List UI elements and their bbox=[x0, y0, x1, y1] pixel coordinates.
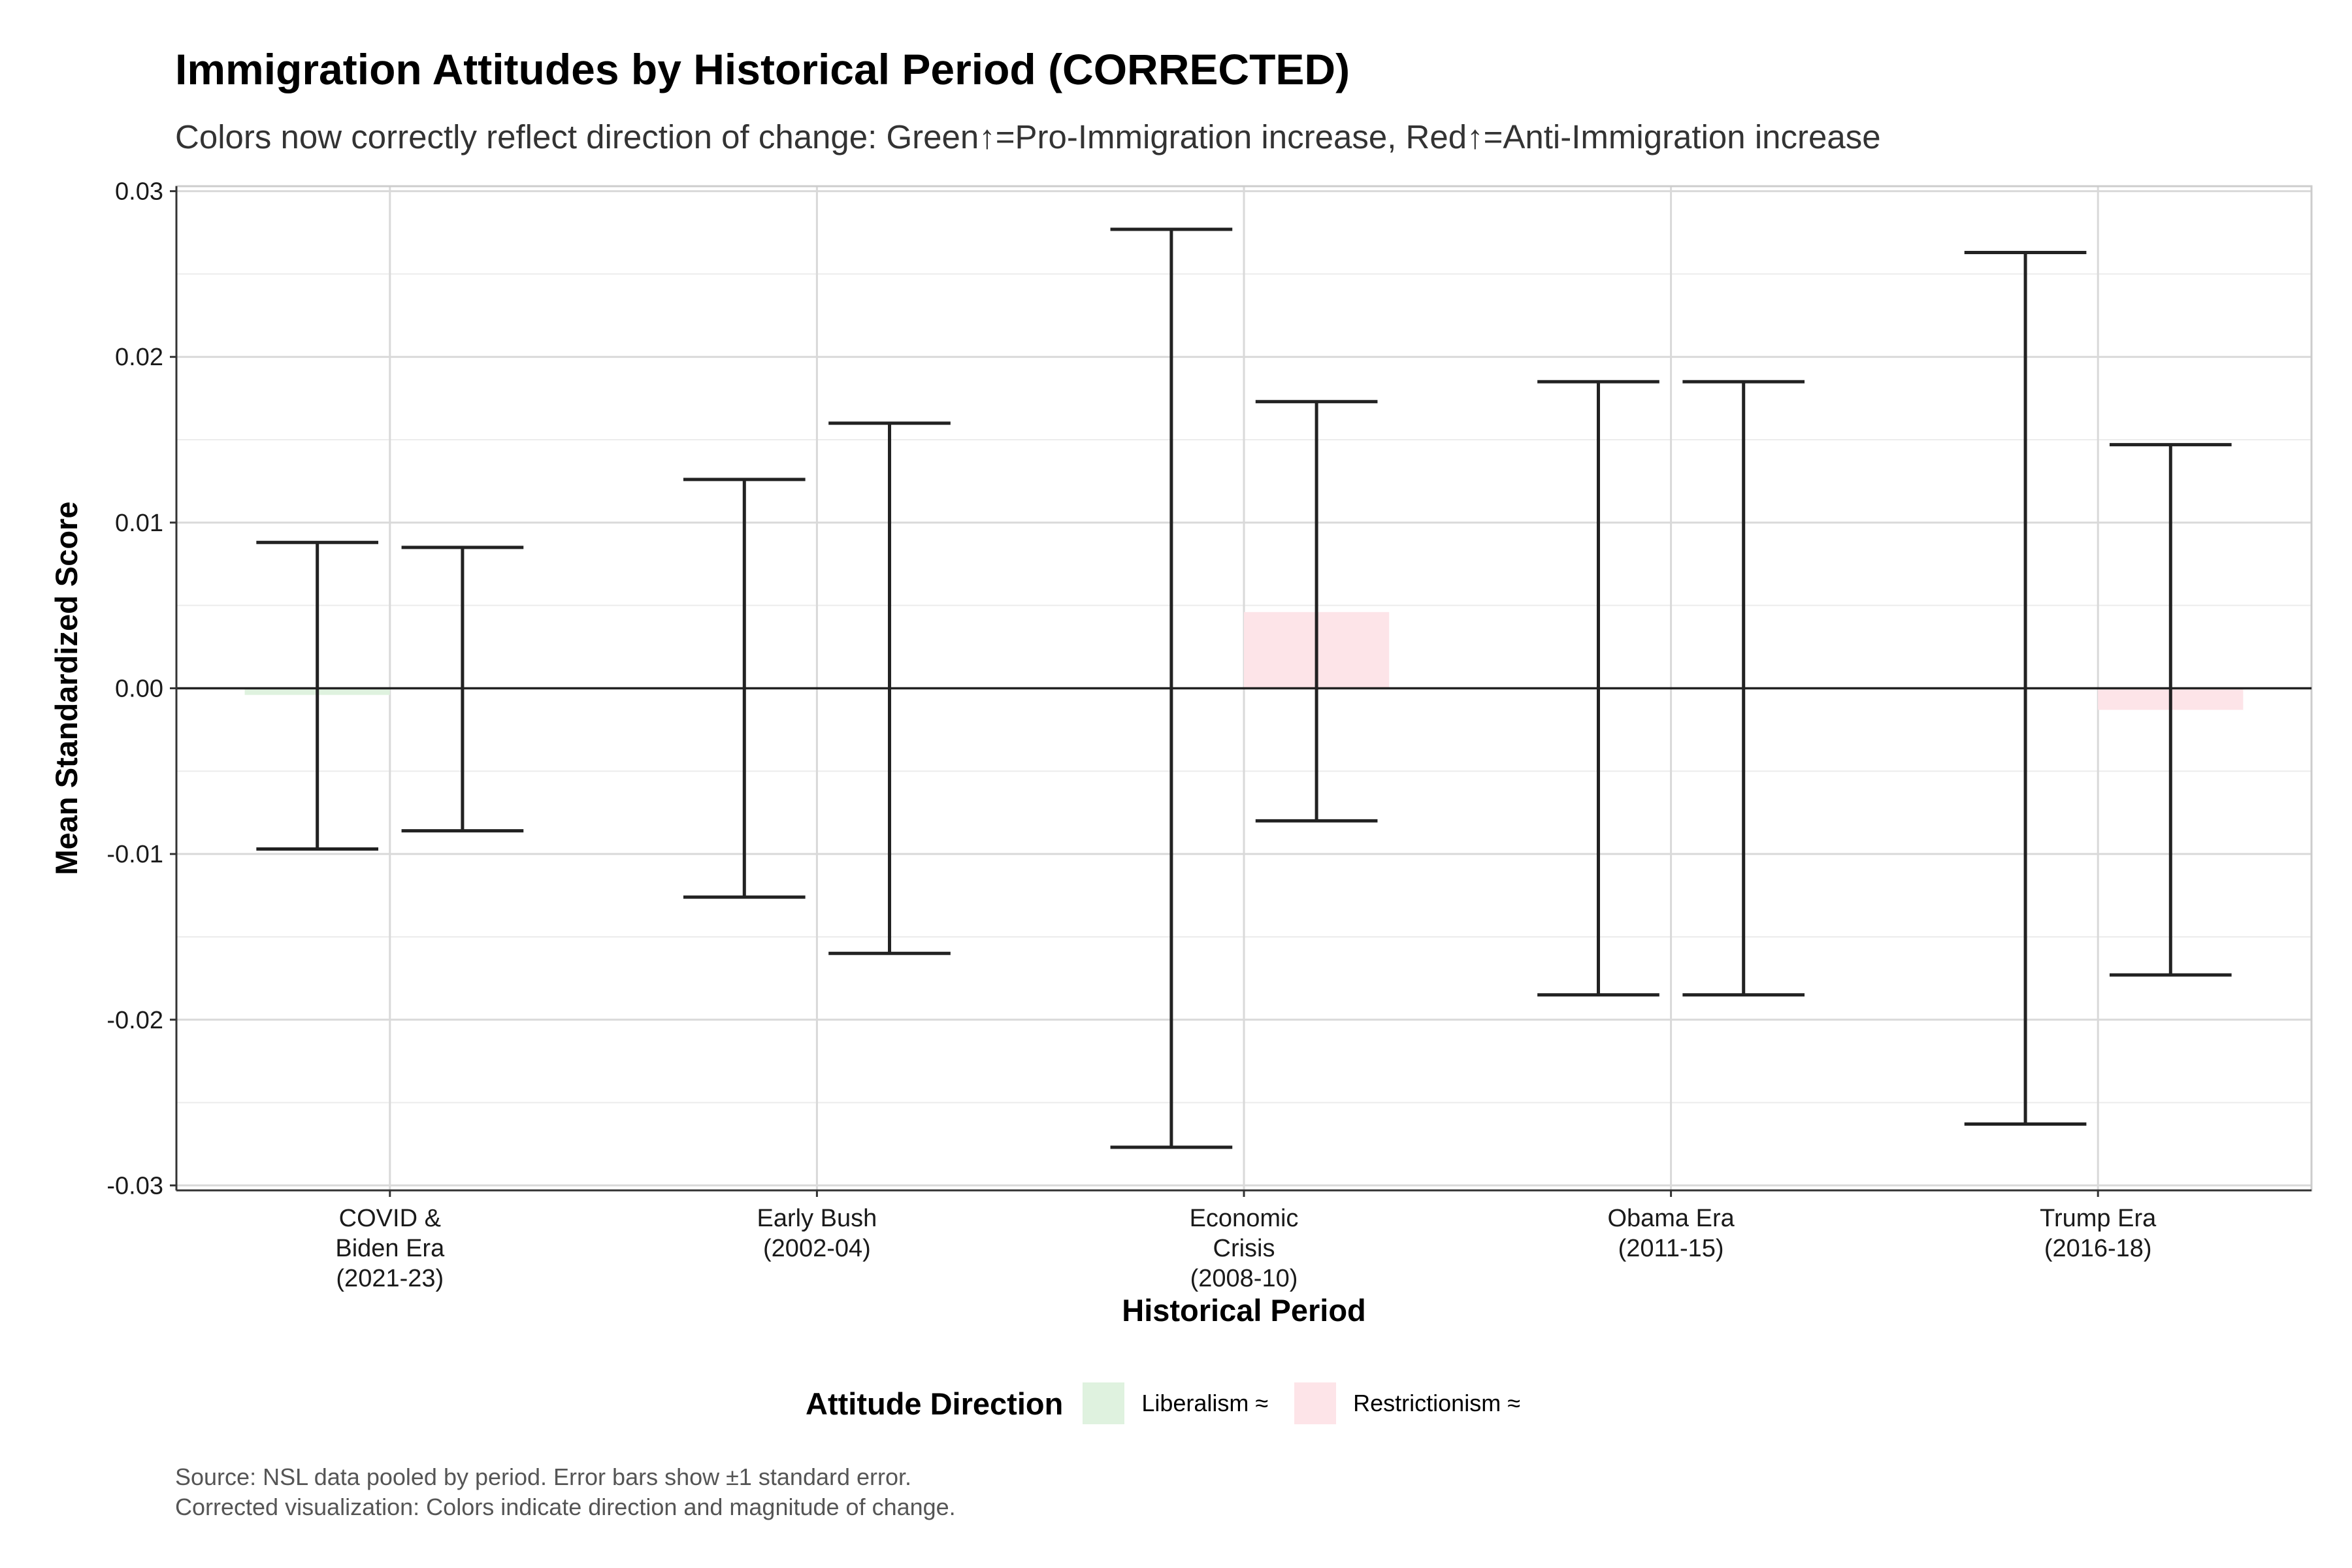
x-tick-label: (2021-23) bbox=[336, 1265, 444, 1292]
x-tick-label: Early Bush bbox=[757, 1205, 877, 1232]
y-tick-label: 0.03 bbox=[115, 178, 163, 206]
y-tick-label: -0.02 bbox=[106, 1007, 163, 1034]
x-tick-label: COVID & bbox=[339, 1205, 441, 1232]
caption-line-2: Corrected visualization: Colors indicate… bbox=[175, 1494, 956, 1520]
x-tick-label: Crisis bbox=[1213, 1235, 1275, 1262]
legend: Attitude Direction Liberalism ≈ Restrict… bbox=[0, 1377, 2352, 1429]
x-tick-label: Biden Era bbox=[335, 1235, 445, 1262]
y-tick-label: 0.01 bbox=[115, 510, 163, 537]
legend-key-restrictionism bbox=[1294, 1382, 1337, 1424]
caption-line-1: Source: NSL data pooled by period. Error… bbox=[175, 1463, 912, 1490]
x-tick-label: Trump Era bbox=[2040, 1205, 2157, 1232]
y-tick-label: -0.01 bbox=[106, 841, 163, 868]
legend-title: Attitude Direction bbox=[806, 1386, 1064, 1421]
x-tick-label: (2002-04) bbox=[763, 1235, 871, 1262]
chart-subtitle: Colors now correctly reflect direction o… bbox=[175, 118, 1881, 155]
legend-label-restrictionism: Restrictionism ≈ bbox=[1353, 1390, 1520, 1416]
caption: Source: NSL data pooled by period. Error… bbox=[175, 1462, 956, 1522]
legend-key-liberalism bbox=[1083, 1382, 1125, 1424]
x-tick-label: (2008-10) bbox=[1190, 1265, 1298, 1292]
y-axis-title: Mean Standardized Score bbox=[49, 502, 84, 875]
y-tick-label: -0.03 bbox=[106, 1172, 163, 1200]
x-tick-label: (2016-18) bbox=[2044, 1235, 2152, 1262]
y-tick-label: 0.02 bbox=[115, 344, 163, 371]
x-axis-title: Historical Period bbox=[1122, 1293, 1366, 1328]
chart-title: Immigration Attitudes by Historical Peri… bbox=[175, 45, 1350, 93]
y-tick-label: 0.00 bbox=[115, 676, 163, 703]
legend-label-liberalism: Liberalism ≈ bbox=[1141, 1390, 1269, 1416]
x-tick-label: Obama Era bbox=[1607, 1205, 1735, 1232]
x-tick-label: (2011-15) bbox=[1618, 1235, 1724, 1262]
x-tick-label: Economic bbox=[1190, 1205, 1299, 1232]
bar-chart: 0.03 0.02 0.01 0.00 -0.01 -0.02 -0.03 COVID & Bi… bbox=[49, 178, 2313, 1328]
